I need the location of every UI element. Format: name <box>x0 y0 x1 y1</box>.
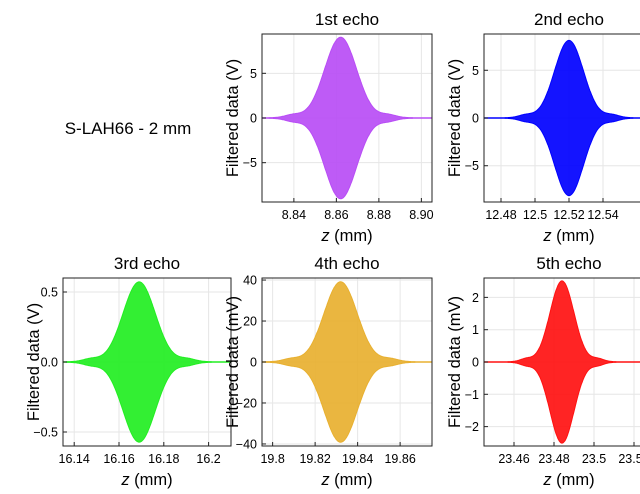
x-axis-unit: (mm) <box>330 227 373 245</box>
y-tick-label: 0.5 <box>41 286 58 300</box>
x-axis-variable: z <box>542 227 552 245</box>
x-tick-label: 16.2 <box>196 452 220 466</box>
x-tick-label: 8.88 <box>367 208 391 222</box>
x-tick-label: 12.52 <box>553 208 584 222</box>
x-tick-label: 12.5 <box>523 208 547 222</box>
y-tick-label: 5 <box>472 64 479 78</box>
x-tick-label: 23.48 <box>538 452 569 466</box>
chart-title: 5th echo <box>536 254 601 273</box>
y-axis-label: Filtered data (V) <box>446 59 464 177</box>
y-tick-label: 0.0 <box>41 356 58 370</box>
x-tick-label: 8.84 <box>282 208 306 222</box>
y-tick-label: −5 <box>465 159 479 173</box>
x-axis-variable: z <box>542 471 552 489</box>
x-tick-label: 19.86 <box>384 452 415 466</box>
x-tick-label: 19.84 <box>342 452 373 466</box>
y-tick-label: −20 <box>236 396 257 410</box>
x-tick-label: 16.16 <box>103 452 134 466</box>
y-tick-label: −40 <box>236 437 257 451</box>
chart-title: 1st echo <box>315 10 379 29</box>
x-axis-variable: z <box>120 471 130 489</box>
x-tick-label: 19.8 <box>260 452 284 466</box>
chart-title: 4th echo <box>314 254 379 273</box>
y-tick-label: 5 <box>250 67 257 81</box>
x-tick-label: 16.18 <box>148 452 179 466</box>
y-tick-label: 0 <box>250 112 257 126</box>
x-tick-label: 23.52 <box>618 452 640 466</box>
chart-title: 3rd echo <box>114 254 180 273</box>
x-tick-label: 8.86 <box>324 208 348 222</box>
echo-panel-3: 16.14 16.16 16.18 16.2 −0.5 0.0 0.5 3rd echo z (… <box>25 254 232 489</box>
echo-signal-1 <box>262 36 432 200</box>
x-axis-variable: z <box>320 227 330 245</box>
chart-title: 2nd echo <box>534 10 604 29</box>
y-axis-label: Filtered data (V) <box>25 303 43 421</box>
x-axis-unit: (mm) <box>552 471 595 489</box>
x-axis-label: z (mm) <box>120 471 172 489</box>
y-tick-label: 0 <box>472 356 479 370</box>
y-tick-label: −2 <box>465 420 479 434</box>
echo-signal-2 <box>484 39 640 197</box>
x-axis-unit: (mm) <box>552 227 595 245</box>
y-tick-label: 0 <box>472 112 479 126</box>
x-axis-label: z (mm) <box>542 227 594 245</box>
x-tick-label: 8.90 <box>409 208 433 222</box>
x-axis-unit: (mm) <box>130 471 173 489</box>
x-tick-label: 12.48 <box>485 208 516 222</box>
x-axis-unit: (mm) <box>330 471 373 489</box>
y-tick-label: 1 <box>472 323 479 337</box>
x-axis-label: z (mm) <box>542 471 594 489</box>
y-tick-label: −0.5 <box>33 426 58 440</box>
y-tick-label: 20 <box>243 315 257 329</box>
y-tick-label: 40 <box>243 274 257 288</box>
x-tick-label: 19.82 <box>299 452 330 466</box>
y-axis-label: Filtered data (V) <box>224 59 242 177</box>
x-tick-label: 12.54 <box>587 208 618 222</box>
echo-panel-4: 19.8 19.82 19.84 19.86 −40 −20 0 20 40 4th echo z … <box>224 254 433 489</box>
echo-panel-2: 12.48 12.5 12.52 12.54 −5 0 5 2nd echo z (mm) Fil… <box>446 10 640 245</box>
x-tick-label: 16.14 <box>59 452 90 466</box>
echo-signal-5 <box>484 280 640 444</box>
y-tick-label: −5 <box>243 156 257 170</box>
sample-label: S-LAH66 - 2 mm <box>65 119 192 138</box>
y-tick-label: 2 <box>472 291 479 305</box>
x-tick-label: 23.5 <box>582 452 606 466</box>
y-tick-label: −1 <box>465 388 479 402</box>
y-axis-label: Filtered data (mV) <box>224 296 242 428</box>
x-tick-label: 23.46 <box>498 452 529 466</box>
x-axis-variable: z <box>320 471 330 489</box>
y-tick-label: 0 <box>250 356 257 370</box>
x-axis-label: z (mm) <box>320 227 372 245</box>
echo-signal-4 <box>262 281 432 443</box>
echo-panel-1: 8.84 8.86 8.88 8.90 −5 0 5 1st echo z (mm) Filter… <box>224 10 434 245</box>
y-axis-label: Filtered data (mV) <box>446 296 464 428</box>
echo-panel-5: 23.46 23.48 23.5 23.52 −2 −1 0 1 2 5th echo z (mm)… <box>446 254 640 489</box>
x-axis-label: z (mm) <box>320 471 372 489</box>
echo-signal-3 <box>63 281 231 443</box>
